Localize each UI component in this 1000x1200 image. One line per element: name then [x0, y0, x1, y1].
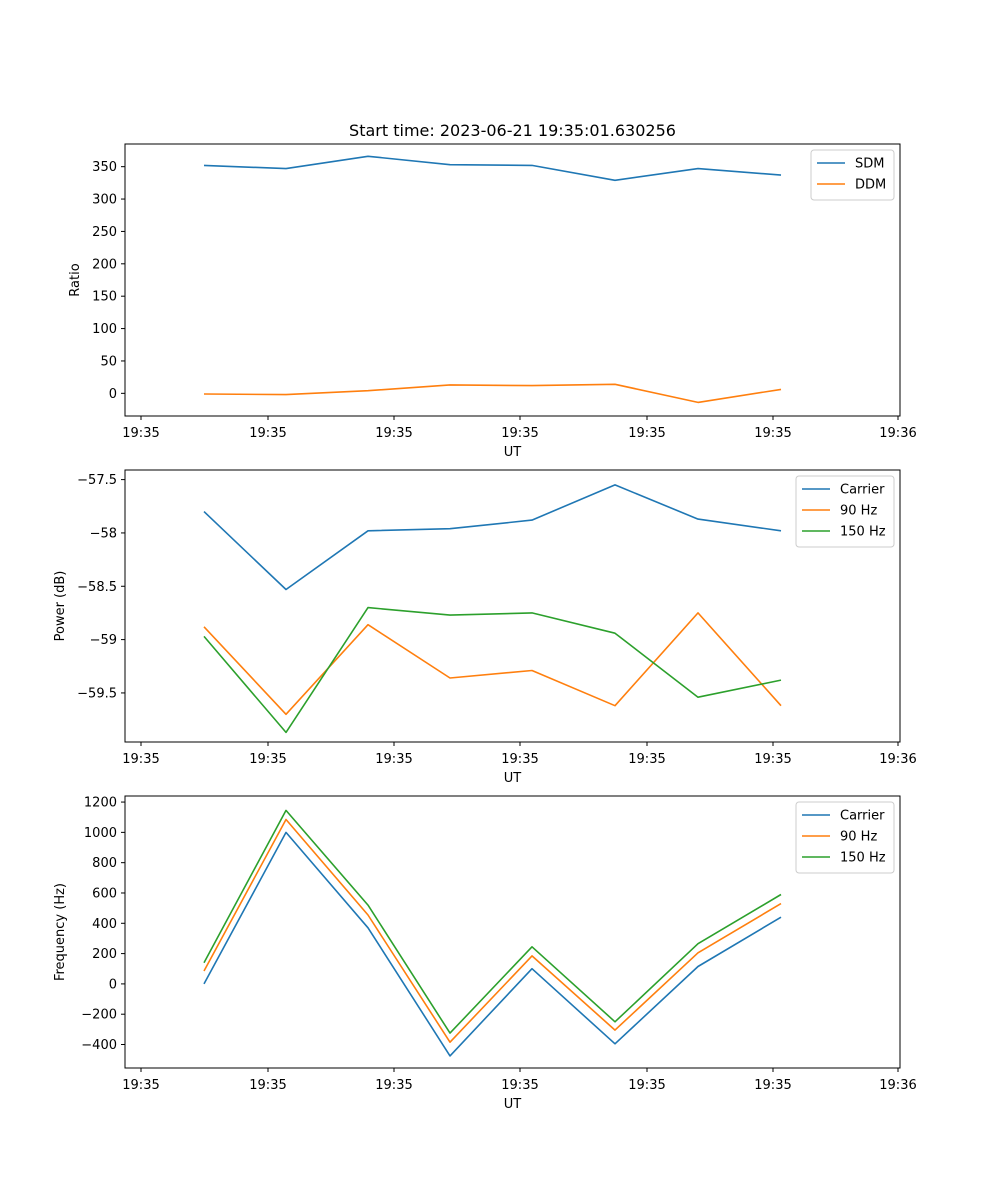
legend-box [795, 475, 895, 548]
series-line-150-hz [203, 606, 782, 734]
y-tick-label: 600 [92, 886, 117, 901]
legend-label: SDM [855, 157, 884, 172]
series-line-90-hz [203, 612, 782, 716]
legend-label: 90 Hz [840, 830, 877, 845]
x-tick-label: 19:36 [879, 1078, 916, 1093]
legend-label: 150 Hz [840, 525, 886, 540]
x-tick-label: 19:35 [375, 752, 412, 767]
x-tick-label: 19:35 [122, 426, 159, 441]
y-tick-label: 0 [109, 977, 117, 992]
y-tick-label: 0 [109, 387, 117, 402]
x-tick-label: 19:35 [501, 1078, 538, 1093]
y-tick-label: 50 [100, 354, 117, 369]
y-tick-label: −58.5 [77, 580, 117, 595]
series-line-150-hz [203, 809, 782, 1034]
x-tick-label: 19:35 [754, 752, 791, 767]
chart-title: Start time: 2023-06-21 19:35:01.630256 [349, 121, 676, 140]
legend-box [795, 801, 895, 874]
legend: Carrier 90 Hz 150 Hz [795, 475, 895, 548]
x-tick-label: 19:35 [501, 426, 538, 441]
y-axis-label: Frequency (Hz) [53, 883, 68, 981]
y-tick-label: 100 [92, 322, 117, 337]
y-tick-label: −58 [90, 526, 117, 541]
series-line-90-hz [203, 818, 782, 1043]
y-tick-label: 1200 [84, 796, 117, 811]
x-tick-label: 19:35 [249, 752, 286, 767]
y-tick-label: 150 [92, 290, 117, 305]
y-tick-label: 300 [92, 193, 117, 208]
chart-panel-1: 19:35 19:35 19:35 19:35 19:35 19:35 19:36 0 50 10… [68, 121, 917, 460]
axes-frame [124, 795, 901, 1069]
y-tick-label: 350 [92, 160, 117, 175]
series-line-sdm [203, 155, 782, 182]
x-tick-label: 19:35 [122, 752, 159, 767]
legend: Carrier 90 Hz 150 Hz [795, 801, 895, 874]
y-tick-label: 1000 [84, 826, 117, 841]
y-tick-label: −200 [81, 1008, 117, 1023]
x-tick-label: 19:35 [249, 426, 286, 441]
x-tick-label: 19:35 [122, 1078, 159, 1093]
legend: SDM DDM [810, 149, 895, 201]
y-tick-label: −59.5 [77, 686, 117, 701]
y-tick-label: 400 [92, 917, 117, 932]
x-axis-label: UT [504, 771, 522, 786]
y-tick-label: 250 [92, 225, 117, 240]
y-tick-label: −59 [90, 633, 117, 648]
y-tick-label: −57.5 [77, 473, 117, 488]
x-tick-label: 19:35 [628, 1078, 665, 1093]
y-tick-label: 200 [92, 947, 117, 962]
y-tick-label: 800 [92, 856, 117, 871]
axes-frame [124, 143, 901, 417]
legend-label: Carrier [840, 809, 885, 824]
legend-label: Carrier [840, 483, 885, 498]
x-tick-label: 19:35 [628, 426, 665, 441]
axes-frame [124, 469, 901, 743]
x-axis-label: UT [504, 445, 522, 460]
x-tick-label: 19:35 [249, 1078, 286, 1093]
series-line-ddm [203, 383, 782, 404]
legend-label: DDM [855, 178, 886, 193]
series-line-carrier [203, 831, 782, 1057]
x-tick-label: 19:35 [375, 426, 412, 441]
y-axis-label: Ratio [68, 263, 83, 296]
x-tick-label: 19:35 [754, 426, 791, 441]
x-tick-label: 19:35 [628, 752, 665, 767]
x-tick-label: 19:35 [754, 1078, 791, 1093]
y-tick-label: 200 [92, 257, 117, 272]
legend-label: 90 Hz [840, 504, 877, 519]
x-tick-label: 19:36 [879, 426, 916, 441]
y-axis-label: Power (dB) [53, 571, 68, 642]
x-axis-label: UT [504, 1097, 522, 1112]
series-line-carrier [203, 484, 782, 591]
x-tick-label: 19:35 [375, 1078, 412, 1093]
y-tick-label: −400 [81, 1038, 117, 1053]
x-tick-label: 19:36 [879, 752, 916, 767]
legend-label: 150 Hz [840, 851, 886, 866]
x-tick-label: 19:35 [501, 752, 538, 767]
chart-panel-2: 19:35 19:35 19:35 19:35 19:35 19:35 19:36 −59.5… [53, 469, 917, 786]
chart-panel-3: 19:35 19:35 19:35 19:35 19:35 19:35 19:36 −400 −… [53, 795, 917, 1112]
